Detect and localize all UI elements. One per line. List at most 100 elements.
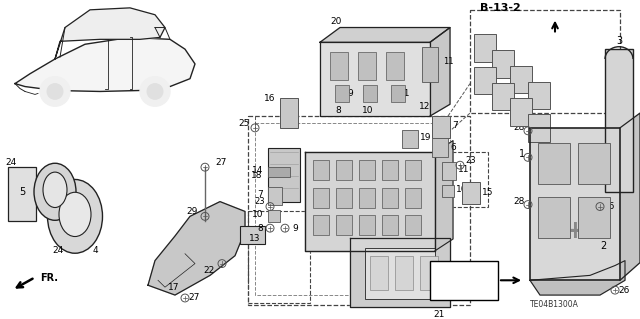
Text: TE04B1300A: TE04B1300A bbox=[530, 300, 579, 309]
Text: 18: 18 bbox=[250, 171, 262, 180]
Text: 7: 7 bbox=[452, 122, 458, 130]
Polygon shape bbox=[530, 128, 620, 280]
Polygon shape bbox=[435, 141, 453, 251]
Text: B-13-2: B-13-2 bbox=[480, 3, 521, 13]
Circle shape bbox=[47, 84, 63, 99]
Bar bbox=[313, 160, 329, 180]
Text: 11: 11 bbox=[443, 57, 453, 66]
Bar bbox=[474, 34, 496, 62]
Text: 1: 1 bbox=[519, 149, 525, 160]
Bar bbox=[510, 66, 532, 93]
Text: +: + bbox=[564, 219, 586, 243]
Bar bbox=[442, 185, 454, 197]
Text: 8: 8 bbox=[257, 224, 263, 233]
Bar bbox=[432, 116, 450, 138]
Bar bbox=[268, 147, 300, 202]
Polygon shape bbox=[55, 8, 165, 59]
Bar bbox=[382, 215, 398, 235]
Bar bbox=[528, 82, 550, 109]
Bar bbox=[405, 160, 421, 180]
Text: 10: 10 bbox=[456, 185, 467, 194]
Bar bbox=[382, 188, 398, 208]
Bar bbox=[391, 85, 405, 102]
Bar bbox=[336, 215, 352, 235]
Text: FR.: FR. bbox=[40, 273, 58, 283]
Text: 26: 26 bbox=[603, 202, 614, 211]
Text: 8: 8 bbox=[335, 106, 341, 115]
Polygon shape bbox=[350, 238, 450, 307]
Bar bbox=[578, 143, 610, 184]
Text: 24: 24 bbox=[52, 246, 63, 255]
Bar bbox=[268, 187, 282, 204]
Ellipse shape bbox=[47, 180, 102, 253]
Text: 21: 21 bbox=[434, 310, 445, 319]
Text: 4: 4 bbox=[92, 246, 98, 255]
Text: 7: 7 bbox=[257, 190, 263, 199]
Text: 23: 23 bbox=[254, 197, 265, 206]
Polygon shape bbox=[148, 202, 245, 295]
Text: 11: 11 bbox=[399, 89, 411, 98]
Bar bbox=[420, 256, 438, 290]
Bar bbox=[313, 215, 329, 235]
Bar bbox=[432, 138, 448, 157]
Bar bbox=[430, 261, 498, 300]
Bar bbox=[462, 182, 480, 204]
Bar bbox=[335, 85, 349, 102]
Text: 20: 20 bbox=[330, 17, 341, 26]
Bar bbox=[248, 211, 310, 303]
Text: 28: 28 bbox=[514, 123, 525, 132]
Bar bbox=[605, 49, 633, 192]
Bar bbox=[363, 85, 377, 102]
Ellipse shape bbox=[43, 172, 67, 208]
Bar bbox=[8, 167, 36, 221]
Text: 2: 2 bbox=[600, 241, 606, 251]
Bar bbox=[359, 188, 375, 208]
Text: 22: 22 bbox=[204, 266, 215, 275]
Text: 10: 10 bbox=[362, 106, 374, 115]
Bar bbox=[255, 123, 450, 295]
Bar bbox=[313, 188, 329, 208]
Polygon shape bbox=[430, 27, 450, 116]
Circle shape bbox=[140, 77, 170, 106]
Bar bbox=[470, 10, 620, 113]
Bar bbox=[358, 52, 376, 80]
Text: 27: 27 bbox=[188, 293, 200, 302]
Bar bbox=[248, 116, 470, 305]
Bar bbox=[402, 130, 418, 147]
Bar bbox=[492, 83, 514, 110]
Text: 15: 15 bbox=[482, 188, 493, 197]
Text: 17: 17 bbox=[168, 283, 179, 292]
Text: 27: 27 bbox=[215, 158, 227, 167]
Text: 14: 14 bbox=[252, 166, 263, 174]
Bar bbox=[492, 50, 514, 78]
Text: 29: 29 bbox=[187, 207, 198, 216]
Bar bbox=[395, 256, 413, 290]
Bar bbox=[422, 47, 438, 82]
Bar bbox=[386, 52, 404, 80]
Text: 32120: 32120 bbox=[445, 283, 483, 293]
Bar bbox=[336, 160, 352, 180]
Ellipse shape bbox=[34, 163, 76, 220]
Text: 3: 3 bbox=[616, 36, 622, 46]
Bar bbox=[405, 215, 421, 235]
Text: 10: 10 bbox=[252, 210, 263, 219]
Text: 9: 9 bbox=[347, 89, 353, 98]
Text: 16: 16 bbox=[264, 94, 275, 103]
Bar bbox=[538, 143, 570, 184]
Bar bbox=[382, 160, 398, 180]
Circle shape bbox=[40, 77, 70, 106]
Bar bbox=[336, 188, 352, 208]
Bar bbox=[359, 160, 375, 180]
Bar bbox=[528, 114, 550, 142]
Polygon shape bbox=[320, 27, 450, 42]
Bar bbox=[442, 162, 456, 180]
Polygon shape bbox=[15, 37, 195, 92]
Bar bbox=[578, 197, 610, 238]
Text: 26: 26 bbox=[618, 286, 629, 295]
Bar bbox=[280, 98, 298, 128]
Polygon shape bbox=[320, 42, 430, 116]
Text: B-7: B-7 bbox=[454, 268, 474, 278]
Ellipse shape bbox=[59, 192, 91, 236]
Text: 9: 9 bbox=[292, 224, 298, 233]
Polygon shape bbox=[530, 261, 625, 295]
